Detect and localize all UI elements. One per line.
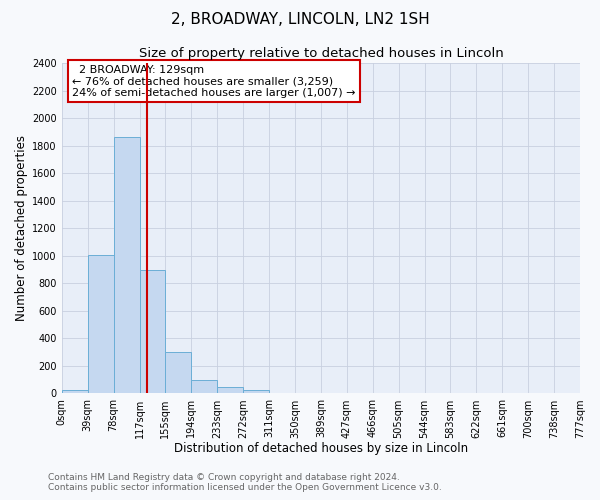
Bar bbox=[191, 380, 217, 394]
X-axis label: Distribution of detached houses by size in Lincoln: Distribution of detached houses by size … bbox=[174, 442, 468, 455]
Text: 2 BROADWAY: 129sqm  
← 76% of detached houses are smaller (3,259)
24% of semi-de: 2 BROADWAY: 129sqm ← 76% of detached hou… bbox=[72, 64, 356, 98]
Bar bbox=[62, 390, 88, 394]
Bar bbox=[113, 138, 140, 394]
Text: Contains HM Land Registry data © Crown copyright and database right 2024.
Contai: Contains HM Land Registry data © Crown c… bbox=[48, 473, 442, 492]
Text: 2, BROADWAY, LINCOLN, LN2 1SH: 2, BROADWAY, LINCOLN, LN2 1SH bbox=[170, 12, 430, 28]
Bar bbox=[166, 352, 191, 394]
Bar bbox=[217, 388, 243, 394]
Title: Size of property relative to detached houses in Lincoln: Size of property relative to detached ho… bbox=[139, 48, 503, 60]
Bar bbox=[140, 270, 166, 394]
Y-axis label: Number of detached properties: Number of detached properties bbox=[15, 136, 28, 322]
Bar bbox=[88, 255, 113, 394]
Bar bbox=[243, 390, 269, 394]
